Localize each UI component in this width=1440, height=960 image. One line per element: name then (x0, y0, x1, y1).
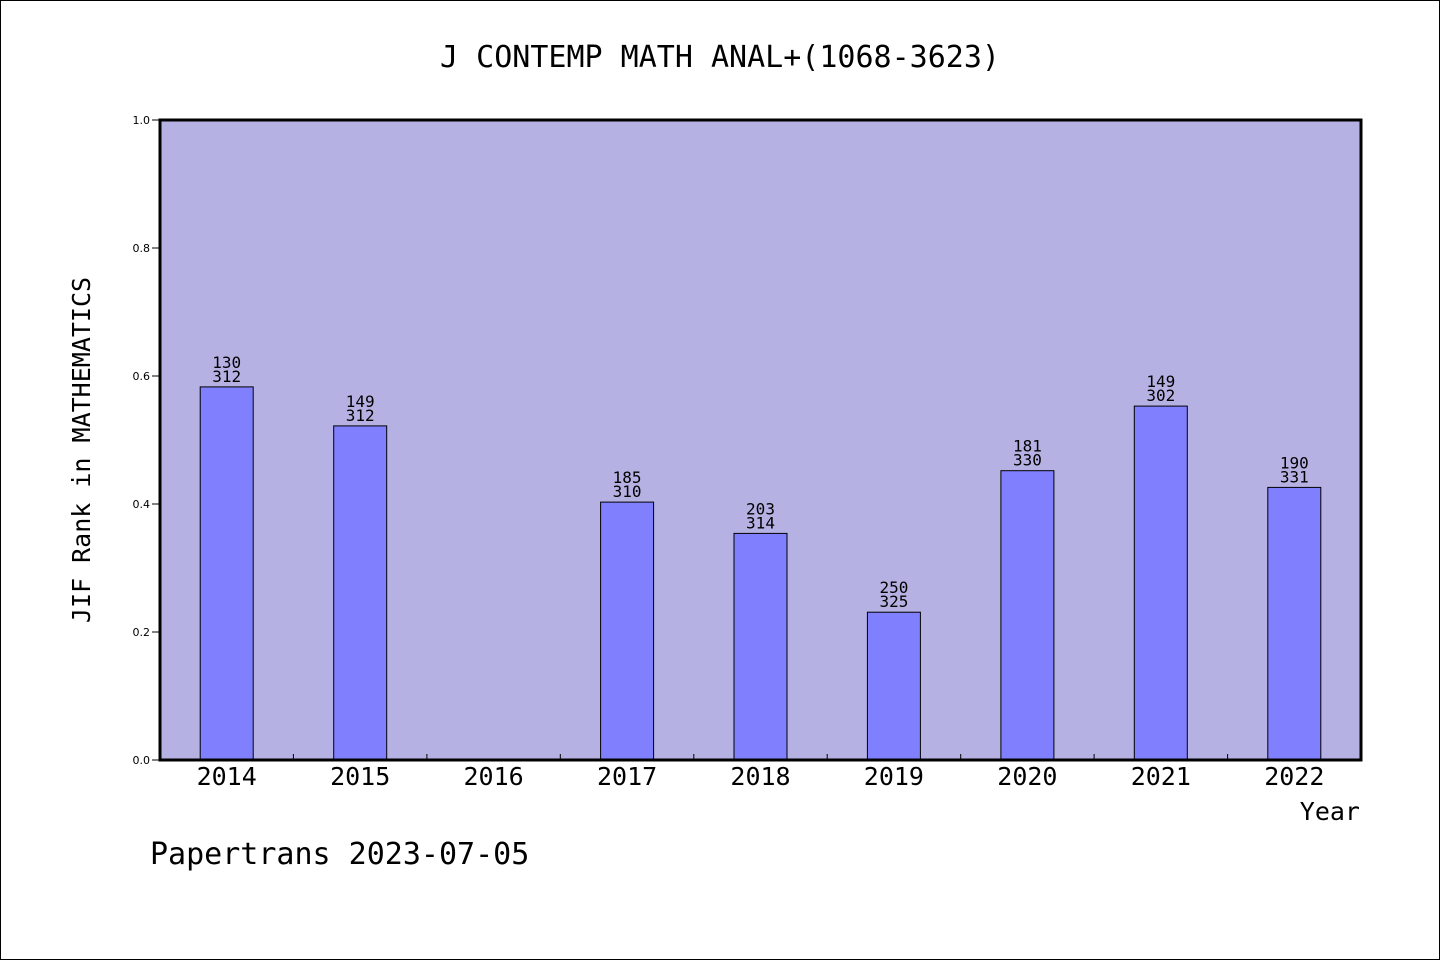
bar-label-rank-2019: 250 (879, 578, 908, 597)
footer-text: Papertrans 2023-07-05 (150, 837, 529, 872)
y-axis: 0.0 0.2 0.4 0.6 0.8 1.0 (133, 114, 160, 767)
bar-label-rank-2022: 190 (1280, 453, 1309, 472)
bar-2014 (199, 386, 254, 761)
bar-label-rank-2015: 149 (346, 392, 375, 411)
bar-label-rank-2020: 181 (1013, 437, 1042, 456)
y-tick-label-0.8: 0.8 (133, 242, 151, 255)
bar-2021 (1133, 405, 1188, 761)
bar-labels-group: 1303121493121853102033142503251813301493… (212, 353, 1309, 611)
bar-label-rank-2018: 203 (746, 499, 775, 518)
x-axis: 2014 2015 2016 2017 2018 2019 2020 2021 2022 (197, 754, 1324, 791)
bar-label-total-2019: 325 (879, 592, 908, 611)
bar-label-rank-2021: 149 (1146, 372, 1175, 391)
x-tick-label-2018: 2018 (730, 762, 790, 791)
x-tick-label-2019: 2019 (864, 762, 924, 791)
y-tick-label-0.2: 0.2 (133, 626, 151, 639)
bar-2018 (733, 532, 788, 761)
y-tick-label-0.0: 0.0 (133, 754, 151, 767)
y-tick-label-0.4: 0.4 (133, 498, 151, 511)
x-axis-label: Year (1300, 797, 1360, 826)
bar-label-total-2020: 330 (1013, 451, 1042, 470)
bar-2015 (333, 425, 388, 761)
bar-2020 (1000, 470, 1055, 761)
x-tick-label-2014: 2014 (197, 762, 257, 791)
plot-border (158, 118, 1363, 762)
chart-title: J CONTEMP MATH ANAL+(1068-3623) (440, 40, 1000, 75)
bar-label-total-2017: 310 (613, 482, 642, 501)
bar-label-total-2015: 312 (346, 406, 375, 425)
x-tick-label-2015: 2015 (330, 762, 390, 791)
bar-label-total-2014: 312 (212, 367, 241, 386)
bar-2019 (866, 611, 921, 761)
bar-label-rank-2017: 185 (613, 468, 642, 487)
bar-2017 (600, 501, 655, 761)
x-tick-label-2021: 2021 (1131, 762, 1191, 791)
x-tick-label-2016: 2016 (463, 762, 523, 791)
y-tick-label-1.0: 1.0 (133, 114, 151, 127)
x-tick-label-2020: 2020 (997, 762, 1057, 791)
bar-label-total-2021: 302 (1146, 386, 1175, 405)
x-tick-label-2017: 2017 (597, 762, 657, 791)
bar-label-rank-2014: 130 (212, 353, 241, 372)
y-tick-label-0.6: 0.6 (133, 370, 151, 383)
bar-2022 (1267, 486, 1322, 761)
x-tick-label-2022: 2022 (1264, 762, 1324, 791)
y-axis-label: JIF Rank in MATHEMATICS (67, 277, 96, 623)
bars-group (199, 386, 1322, 761)
bar-label-total-2022: 331 (1280, 467, 1309, 486)
bar-label-total-2018: 314 (746, 513, 775, 532)
